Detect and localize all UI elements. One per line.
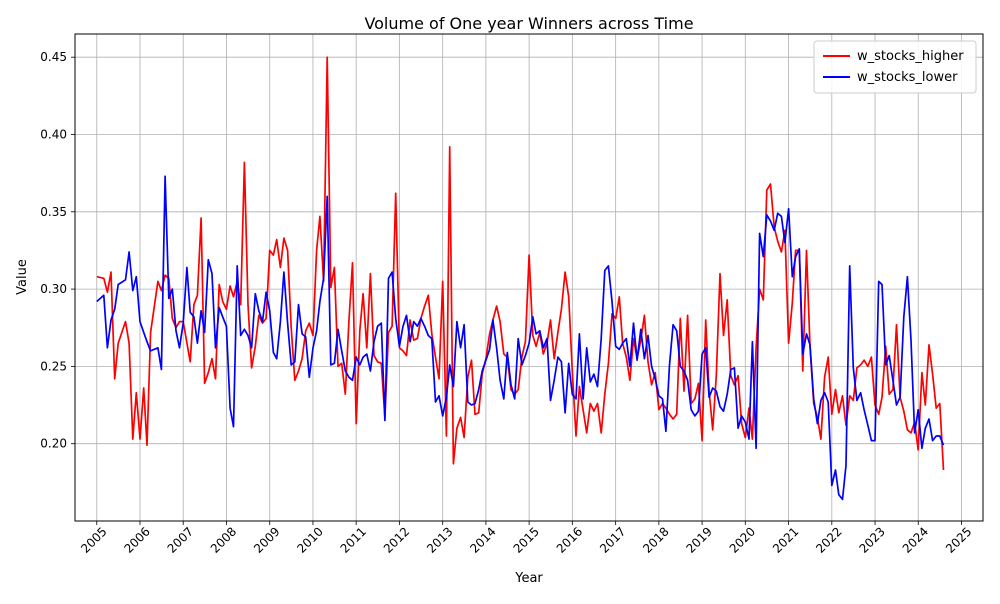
y-tick-label: 0.45: [40, 50, 67, 64]
chart-title: Volume of One year Winners across Time: [364, 14, 693, 33]
series-line-lower: [96, 175, 945, 501]
y-tick-label: 0.40: [40, 127, 67, 141]
x-axis-label: Year: [514, 571, 543, 586]
legend-label-lower: w_stocks_lower: [857, 70, 958, 85]
y-tick-label: 0.35: [40, 205, 67, 219]
legend: w_stocks_higher w_stocks_lower: [813, 40, 977, 94]
y-axis-label: Value: [15, 259, 30, 295]
y-tick-label: 0.25: [40, 359, 67, 373]
y-axis: 0.20 0.25 0.30 0.35 0.40 0.45: [40, 50, 75, 451]
y-tick-label: 0.20: [40, 437, 67, 451]
series-line-higher: [96, 56, 945, 471]
legend-box: [813, 40, 977, 94]
series-layer: [96, 56, 945, 501]
legend-label-higher: w_stocks_higher: [857, 49, 964, 64]
y-tick-label: 0.30: [40, 282, 67, 296]
